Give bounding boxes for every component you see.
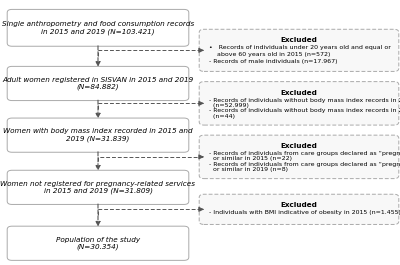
Text: Population of the study
(N=30.354): Population of the study (N=30.354) — [56, 236, 140, 250]
Text: •   Records of individuals under 20 years old and equal or: • Records of individuals under 20 years … — [209, 45, 391, 50]
FancyBboxPatch shape — [199, 194, 399, 224]
Text: (n=52.999): (n=52.999) — [209, 103, 249, 108]
Text: Excluded: Excluded — [280, 37, 318, 43]
Text: Single anthropometry and food consumption records
in 2015 and 2019 (N=103.421): Single anthropometry and food consumptio… — [2, 21, 194, 35]
Text: Excluded: Excluded — [280, 202, 318, 208]
Text: - Records of individuals from care groups declared as “pregnant”: - Records of individuals from care group… — [209, 162, 400, 167]
FancyBboxPatch shape — [7, 9, 189, 46]
Text: or similar in 2019 (n=8): or similar in 2019 (n=8) — [209, 167, 288, 172]
FancyBboxPatch shape — [7, 226, 189, 260]
Text: or similar in 2015 (n=22): or similar in 2015 (n=22) — [209, 156, 292, 161]
FancyBboxPatch shape — [199, 135, 399, 179]
Text: Excluded: Excluded — [280, 90, 318, 96]
Text: above 60 years old in 2015 (n=572): above 60 years old in 2015 (n=572) — [209, 52, 330, 57]
Text: (n=44): (n=44) — [209, 114, 235, 119]
Text: - Records of individuals from care groups declared as “pregnant”: - Records of individuals from care group… — [209, 151, 400, 156]
Text: - Records of individuals without body mass index records in 2015: - Records of individuals without body ma… — [209, 98, 400, 103]
Text: - Records of male individuals (n=17.967): - Records of male individuals (n=17.967) — [209, 59, 337, 64]
Text: - Individuals with BMI indicative of obesity in 2015 (n=1.455): - Individuals with BMI indicative of obe… — [209, 210, 400, 215]
FancyBboxPatch shape — [199, 29, 399, 71]
Text: - Records of individuals without body mass index records in 2019: - Records of individuals without body ma… — [209, 108, 400, 113]
Text: Adult women registered in SISVAN in 2015 and 2019
(N=84.882): Adult women registered in SISVAN in 2015… — [2, 77, 194, 90]
FancyBboxPatch shape — [7, 170, 189, 205]
FancyBboxPatch shape — [7, 66, 189, 100]
FancyBboxPatch shape — [199, 82, 399, 125]
FancyBboxPatch shape — [7, 118, 189, 152]
Text: Women with body mass index recorded in 2015 and
2019 (N=31.839): Women with body mass index recorded in 2… — [3, 128, 193, 142]
Text: Women not registered for pregnancy-related services
in 2015 and 2019 (N=31.809): Women not registered for pregnancy-relat… — [0, 180, 196, 194]
Text: Excluded: Excluded — [280, 143, 318, 149]
